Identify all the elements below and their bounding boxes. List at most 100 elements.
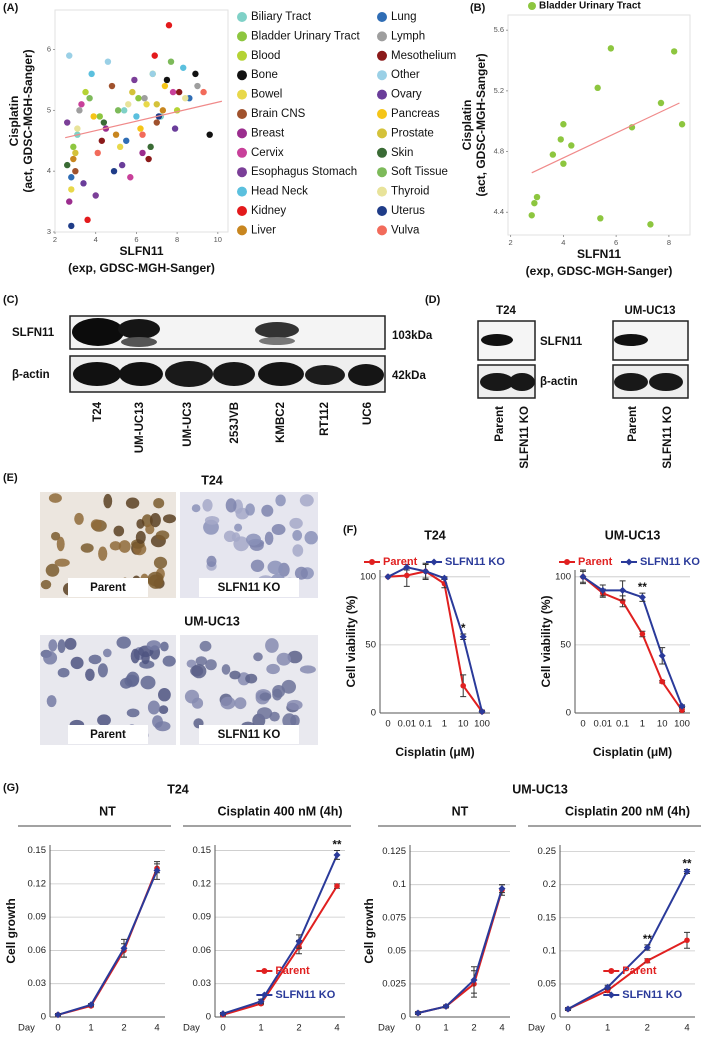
cell-nucleus (259, 692, 272, 701)
band (213, 362, 255, 386)
y-tick-label: 0 (371, 708, 376, 719)
marker (638, 593, 646, 601)
panel-label: (A) (3, 2, 19, 14)
marker (639, 631, 646, 637)
y-tick-label: 5.2 (494, 86, 504, 95)
marker (478, 708, 486, 716)
legend-label: Vulva (391, 224, 420, 236)
point (110, 167, 118, 175)
panel-label: (G) (3, 782, 19, 794)
x-tick-label: 0.1 (616, 719, 629, 730)
cell-nucleus (125, 497, 140, 509)
cell-nucleus (146, 640, 161, 651)
cell-nucleus (113, 525, 125, 537)
cell-nucleus (221, 664, 231, 675)
marker (470, 976, 478, 984)
cell-nucleus (154, 721, 171, 732)
chart-title: NT (99, 804, 116, 818)
y-tick-label: 0.09 (28, 912, 47, 923)
legend-swatch (260, 991, 268, 999)
group-title: UM-UC13 (512, 782, 568, 796)
point (151, 52, 158, 59)
point (145, 155, 152, 163)
y-tick-label: 50 (365, 639, 376, 650)
y-tick-label: 0.09 (193, 912, 212, 923)
marker (295, 938, 303, 946)
y-tick-label: 5.6 (494, 25, 504, 34)
cell-nucleus (109, 541, 122, 551)
series-line (222, 885, 338, 1016)
point (80, 180, 87, 187)
x-tick-label: 2 (121, 1023, 126, 1034)
x-tick-label: 4 (561, 238, 565, 247)
x-tick-label: 0 (385, 719, 390, 730)
band (480, 373, 514, 391)
cell-nucleus (80, 543, 94, 553)
marker (384, 573, 392, 581)
lane-label: SLFN11 KO (519, 406, 531, 469)
blot-size-label: 42kDa (392, 370, 426, 382)
series-line (582, 575, 683, 707)
point (66, 52, 73, 59)
cell-nucleus (271, 524, 286, 535)
legend-swatch (377, 50, 387, 61)
y-tick-label: 4.4 (494, 207, 504, 216)
lane-label: UM-UC3 (182, 402, 194, 447)
point (139, 131, 146, 138)
marker (219, 1010, 227, 1018)
point (141, 94, 148, 102)
ihc-e: T24 UM-UC13 Parent SLFN11 KO Parent SLFN11 … (40, 473, 318, 745)
legend-swatch (377, 225, 387, 236)
legend-label: SLFN11 KO (622, 989, 682, 1001)
cell-nucleus (140, 675, 156, 690)
point (104, 58, 112, 65)
point (70, 155, 77, 163)
cell-nucleus (97, 663, 108, 678)
cell-nucleus (155, 530, 170, 541)
band (481, 334, 513, 346)
legend-label: Parent (622, 965, 657, 977)
point (597, 215, 604, 222)
marker (619, 586, 627, 594)
y-tick-label: 0 (551, 1012, 556, 1023)
legend-label: Other (391, 69, 420, 81)
legend-swatch (369, 559, 375, 565)
legend-swatch (237, 70, 247, 81)
legend-swatch (377, 12, 387, 22)
point (112, 131, 120, 138)
cell-nucleus (43, 651, 58, 665)
marker (87, 1001, 95, 1009)
point (78, 101, 85, 108)
x-axis-label: Day (378, 1023, 395, 1034)
cell-nucleus (199, 640, 212, 652)
cell-nucleus (40, 579, 52, 590)
cell-nucleus (162, 655, 176, 667)
legend-label: Breast (251, 127, 285, 139)
marker (403, 563, 411, 571)
cell-nucleus (292, 530, 303, 541)
point (108, 82, 116, 90)
point (165, 22, 173, 29)
x-tick-label: 4 (334, 1023, 339, 1034)
legend-label: Skin (391, 147, 413, 159)
y-tick-label: 4 (47, 166, 51, 175)
legend-label: Esophagus Stomach (251, 166, 357, 178)
y-tick-label: 0 (401, 1012, 406, 1023)
cell-nucleus (223, 530, 236, 542)
x-axis-label: SLFN11 (577, 247, 621, 261)
x-tick-label: 2 (509, 238, 513, 247)
legend-label: Thyroid (391, 186, 429, 198)
point (100, 119, 108, 126)
y-tick-label: 0.06 (193, 945, 212, 956)
legend-label: Bladder Urinary Tract (251, 30, 360, 42)
cell-nucleus (290, 714, 300, 727)
legend-swatch (607, 991, 615, 999)
legend-swatch (237, 50, 247, 61)
lane-label: Parent (627, 406, 639, 442)
y-tick-label: 0.1 (543, 945, 556, 956)
legend-label: Pancreas (391, 108, 440, 120)
legend-label: Ovary (391, 89, 422, 101)
cell-nucleus (141, 514, 153, 528)
marker (404, 572, 410, 579)
